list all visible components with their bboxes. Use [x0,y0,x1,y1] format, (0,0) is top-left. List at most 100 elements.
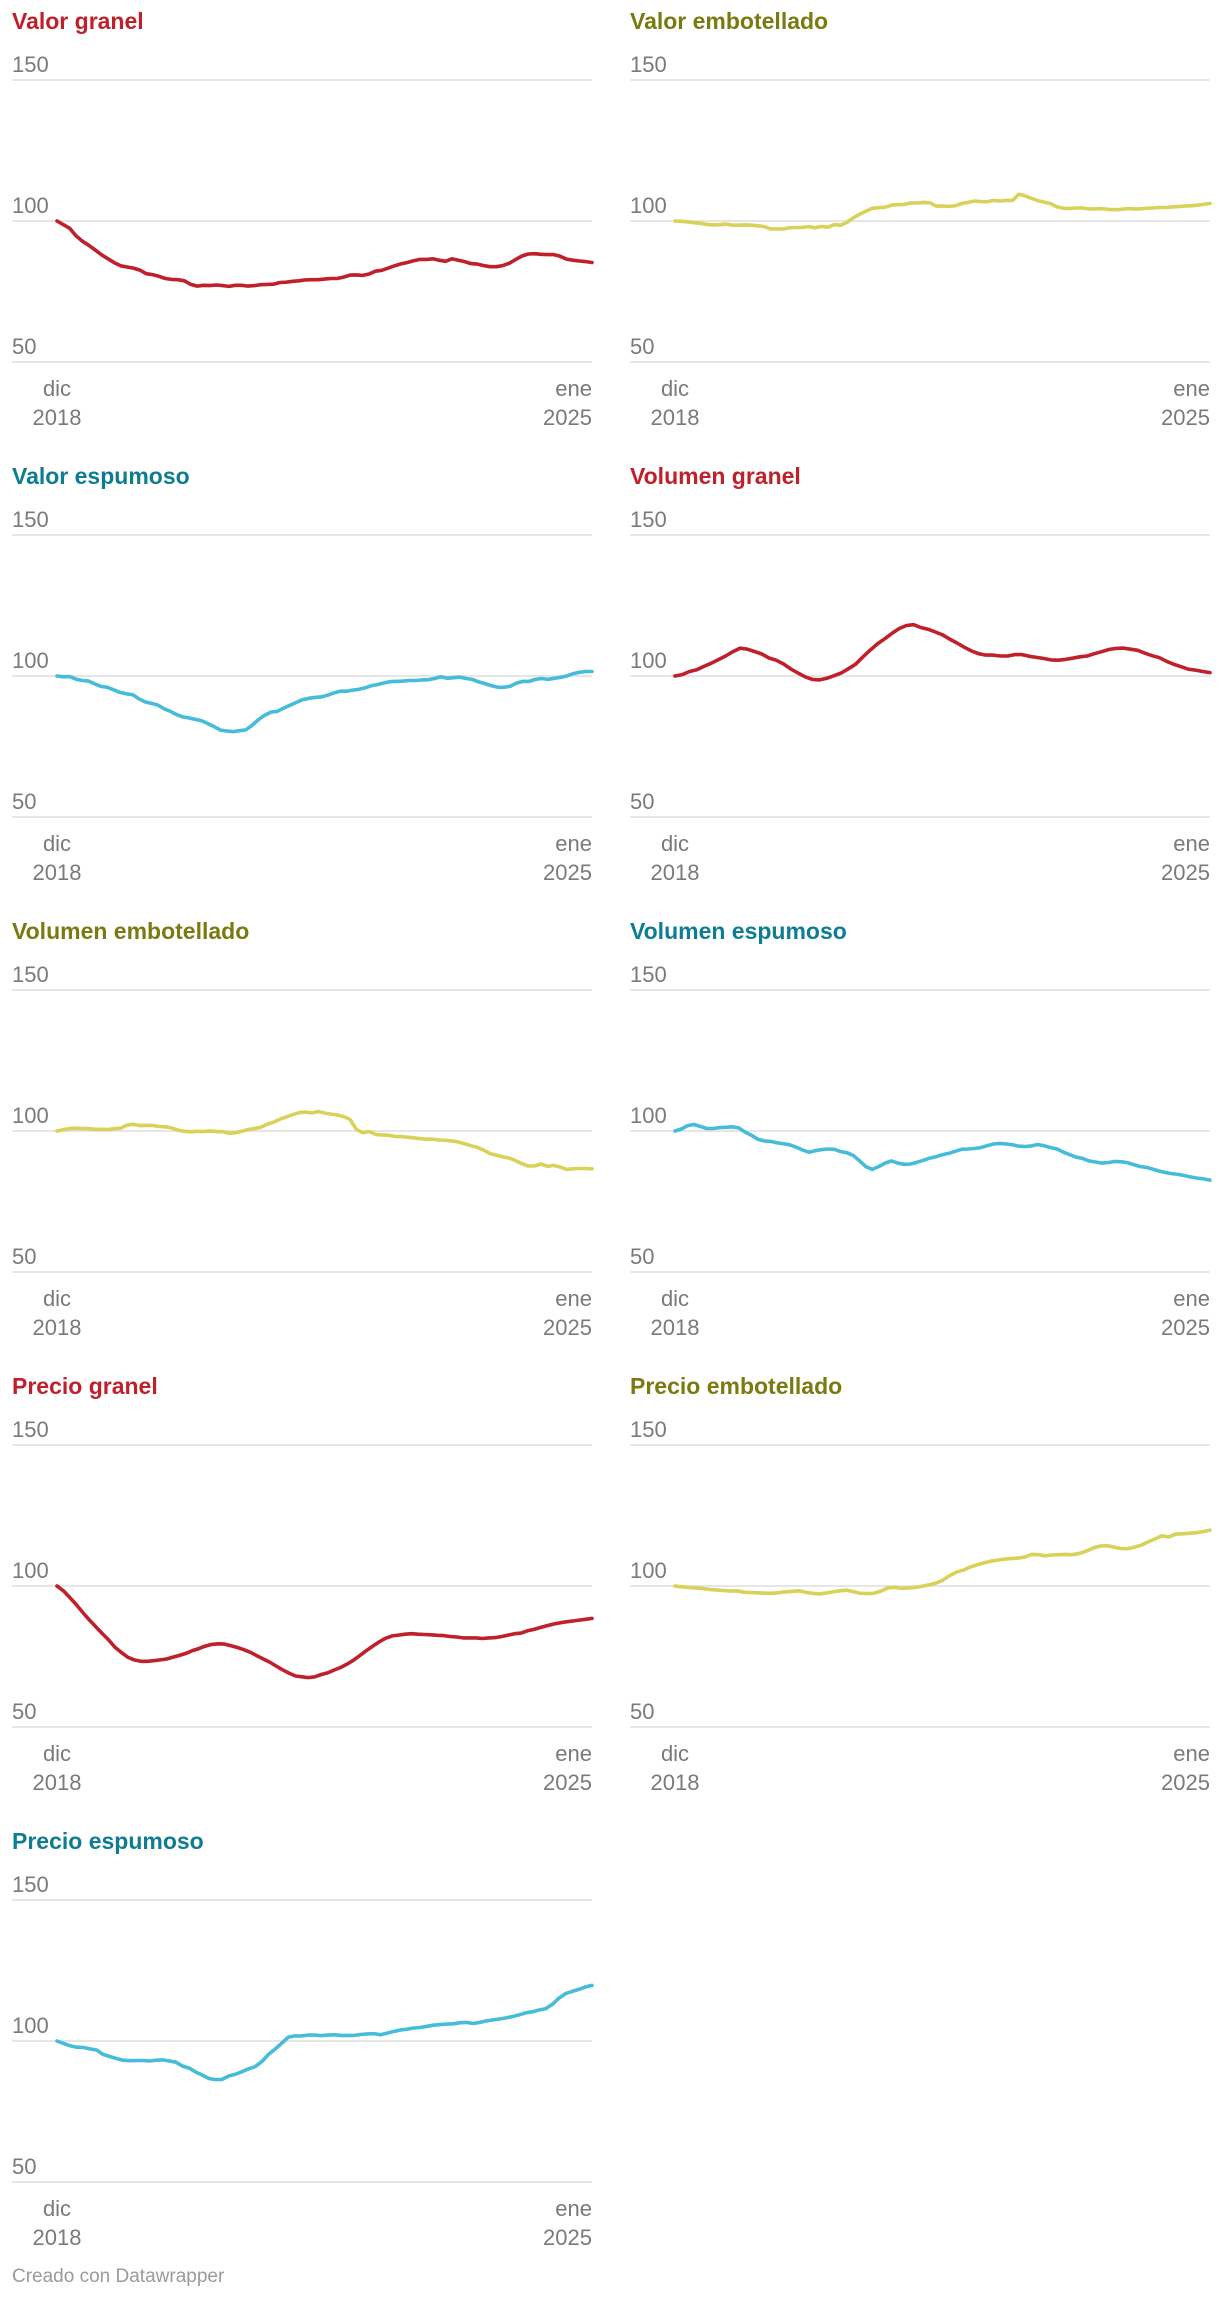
y-tick-label: 150 [630,52,667,77]
chart-title: Valor espumoso [12,463,190,489]
y-tick-label: 50 [12,1699,36,1724]
x-tick-year: 2025 [1161,1770,1210,1795]
chart-title: Precio espumoso [12,1828,204,1854]
chart-panel-precio-granel: Precio granel 150 100 50 dic 2018 ene 2025 [12,1365,594,1795]
x-tick-year: 2025 [543,1315,592,1340]
line-chart: 150 100 50 dic 2018 ene 2025 [12,507,594,885]
x-tick-year: 2018 [651,860,700,885]
chart-panel-valor-granel: Valor granel 150 100 50 dic 2018 ene 2025 [12,0,594,430]
series-line [55,669,594,734]
x-tick-year: 2025 [543,405,592,430]
x-tick-month: ene [555,2196,592,2221]
y-tick-label: 150 [630,962,667,987]
chart-title: Volumen embotellado [12,918,250,944]
x-tick-month: ene [1173,1741,1210,1766]
y-tick-label: 100 [630,648,667,673]
x-tick-month: dic [43,1741,71,1766]
y-tick-label: 150 [12,962,49,987]
y-tick-label: 150 [12,507,49,532]
y-tick-label: 150 [630,507,667,532]
y-tick-label: 100 [12,1558,49,1583]
y-tick-label: 150 [630,1417,667,1442]
x-tick-year: 2025 [1161,1315,1210,1340]
x-tick-month: ene [555,831,592,856]
chart-panel-volumen-granel: Volumen granel 150 100 50 dic 2018 ene 2025 [630,455,1212,885]
series-line [55,1584,594,1680]
x-tick-year: 2018 [33,2225,82,2250]
y-tick-label: 50 [12,1244,36,1269]
x-tick-month: dic [43,1286,71,1311]
line-chart: 150 100 50 dic 2018 ene 2025 [12,1417,594,1795]
y-tick-label: 100 [12,1103,49,1128]
x-tick-year: 2025 [1161,405,1210,430]
chart-panel-precio-espumoso: Precio espumoso 150 100 50 dic 2018 ene 2025 [12,1820,594,2250]
chart-title: Volumen espumoso [630,918,847,944]
y-tick-label: 100 [630,193,667,218]
line-chart: 150 100 50 dic 2018 ene 2025 [12,52,594,430]
series-line [673,192,1212,231]
y-tick-label: 50 [630,1699,654,1724]
x-tick-month: dic [661,1741,689,1766]
chart-panel-precio-embotellado: Precio embotellado 150 100 50 dic 2018 ene 2025 [630,1365,1212,1795]
x-tick-year: 2025 [543,860,592,885]
y-tick-label: 100 [12,193,49,218]
y-tick-label: 50 [12,2154,36,2179]
x-tick-month: ene [555,1741,592,1766]
chart-panel-volumen-espumoso: Volumen espumoso 150 100 50 dic 2018 ene 2025 [630,910,1212,1340]
chart-title: Precio granel [12,1373,158,1399]
y-tick-label: 50 [630,334,654,359]
chart-title: Volumen granel [630,463,801,489]
line-chart: 150 100 50 dic 2018 ene 2025 [630,1417,1212,1795]
x-tick-year: 2018 [33,405,82,430]
x-tick-month: ene [555,376,592,401]
x-tick-month: ene [1173,376,1210,401]
y-tick-label: 100 [630,1558,667,1583]
x-tick-month: dic [43,376,71,401]
x-tick-year: 2025 [543,2225,592,2250]
chart-panel-valor-embotellado: Valor embotellado 150 100 50 dic 2018 ene 2025 [630,0,1212,430]
x-tick-year: 2018 [33,860,82,885]
chart-panel-valor-espumoso: Valor espumoso 150 100 50 dic 2018 ene 2025 [12,455,594,885]
y-tick-label: 50 [630,1244,654,1269]
x-tick-year: 2018 [651,405,700,430]
line-chart: 150 100 50 dic 2018 ene 2025 [12,962,594,1340]
x-tick-month: dic [661,1286,689,1311]
line-chart: 150 100 50 dic 2018 ene 2025 [630,962,1212,1340]
y-tick-label: 150 [12,1872,49,1897]
y-tick-label: 50 [12,789,36,814]
line-chart: 150 100 50 dic 2018 ene 2025 [630,52,1212,430]
x-tick-month: dic [43,831,71,856]
x-tick-month: ene [1173,831,1210,856]
y-tick-label: 100 [12,2013,49,2038]
x-tick-year: 2018 [651,1770,700,1795]
y-tick-label: 150 [12,52,49,77]
x-tick-year: 2018 [33,1770,82,1795]
y-tick-label: 150 [12,1417,49,1442]
chart-title: Valor embotellado [630,8,829,34]
line-chart: 150 100 50 dic 2018 ene 2025 [630,507,1212,885]
series-line [55,1983,594,2082]
series-line [673,1122,1212,1182]
chart-title: Valor granel [12,8,144,34]
x-tick-year: 2025 [543,1770,592,1795]
x-tick-month: ene [555,1286,592,1311]
y-tick-label: 50 [12,334,36,359]
line-chart: 150 100 50 dic 2018 ene 2025 [12,1872,594,2250]
series-line [673,1528,1212,1596]
x-tick-year: 2018 [33,1315,82,1340]
y-tick-label: 100 [630,1103,667,1128]
x-tick-month: dic [43,2196,71,2221]
footer-credit: Creado con Datawrapper [12,2266,225,2287]
chart-title: Precio embotellado [630,1373,843,1399]
x-tick-month: dic [661,831,689,856]
series-line [55,1109,594,1172]
x-tick-year: 2025 [1161,860,1210,885]
y-tick-label: 50 [630,789,654,814]
x-tick-month: ene [1173,1286,1210,1311]
series-line [55,219,594,289]
y-tick-label: 100 [12,648,49,673]
x-tick-year: 2018 [651,1315,700,1340]
chart-panel-volumen-embotellado: Volumen embotellado 150 100 50 dic 2018 ene 202… [12,910,594,1340]
series-line [673,622,1212,682]
x-tick-month: dic [661,376,689,401]
